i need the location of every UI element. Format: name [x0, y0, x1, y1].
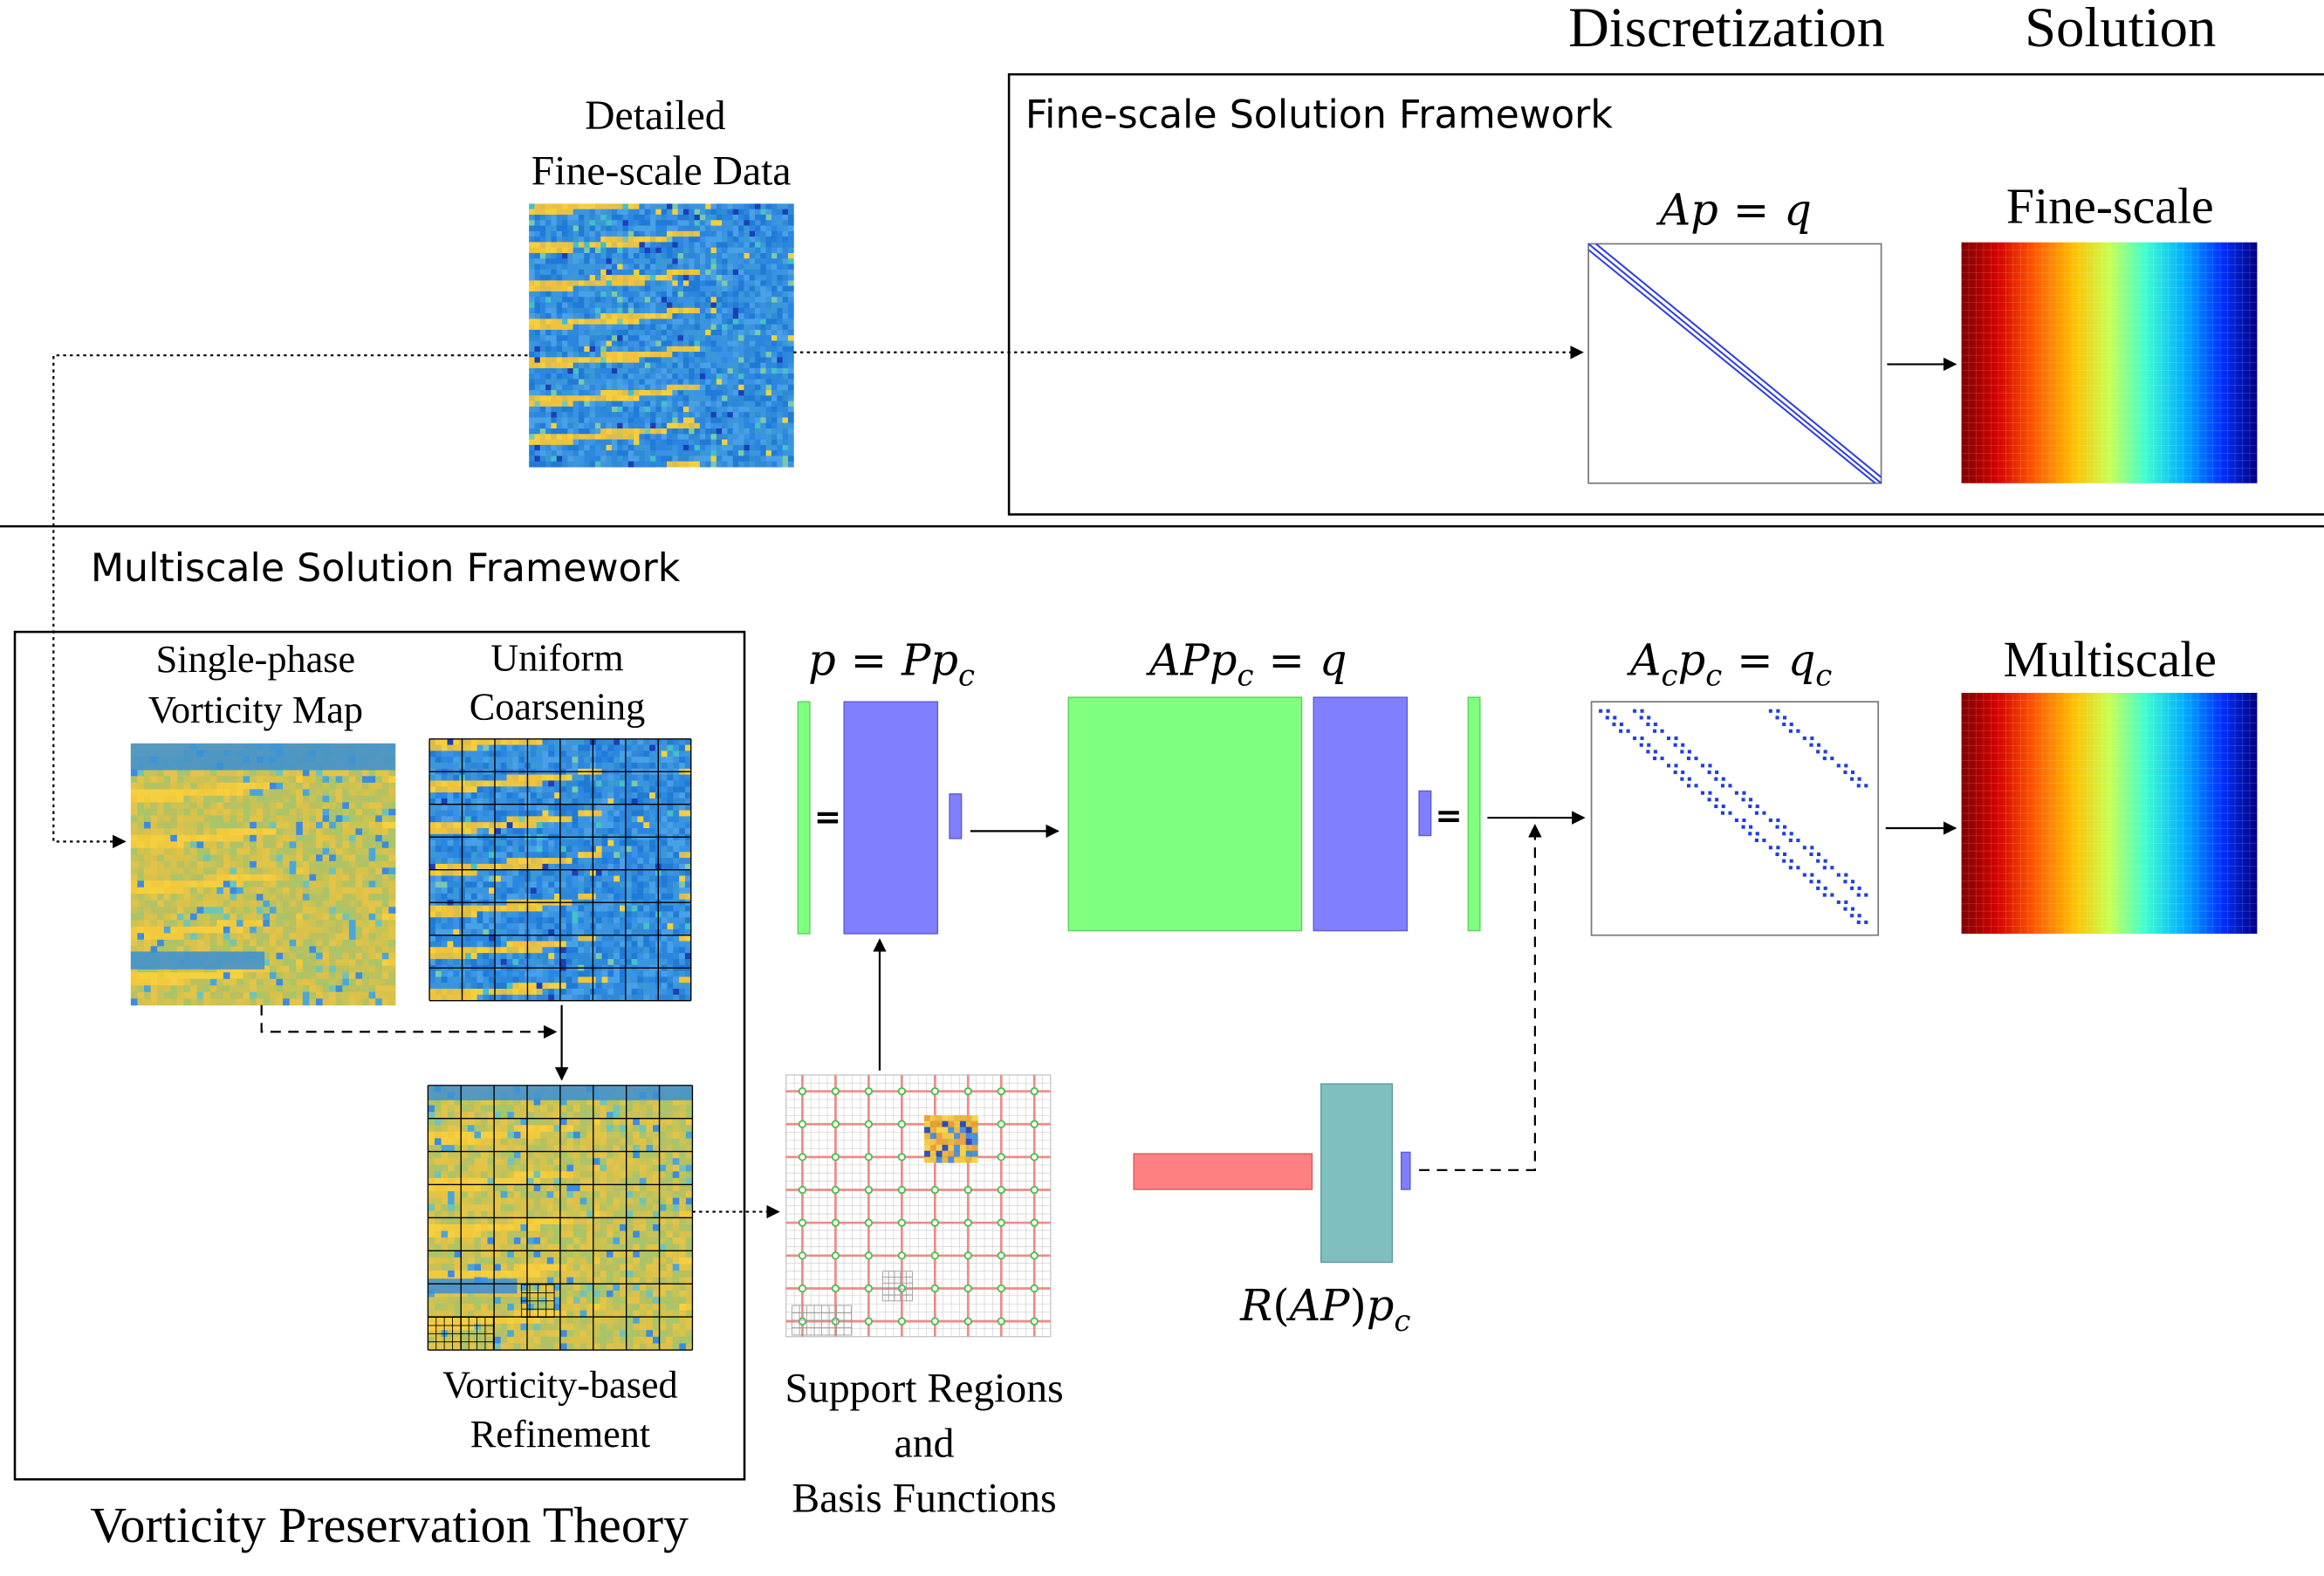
vector-pc-3	[1400, 1151, 1411, 1190]
equation-prolongation: p = Ppc	[808, 634, 975, 693]
matrix-P-2	[1313, 696, 1409, 932]
fine-data-title-line1: Detailed	[585, 93, 726, 139]
refinement-label-line1: Vorticity-based	[442, 1364, 678, 1407]
equals-sign-2: =	[1435, 796, 1462, 834]
restriction-matrix-R	[1133, 1153, 1313, 1190]
vorticity-preservation-box	[13, 630, 746, 1481]
vector-pc-2	[1418, 790, 1432, 837]
header-discretization: Discretization	[1568, 0, 1885, 58]
support-regions-image	[785, 1074, 1052, 1338]
coarsening-label-line2: Coarsening	[470, 686, 646, 729]
fine-solution-grid	[1961, 242, 2258, 483]
multiscale-solution-label: Multiscale	[2004, 631, 2217, 688]
fine-scale-framework-title: Fine-scale Solution Framework	[1025, 93, 1614, 138]
fine-equation: Ap = q	[1656, 184, 1812, 235]
multiscale-solution-grid	[1961, 692, 2258, 934]
multiscale-framework-title: Multiscale Solution Framework	[91, 546, 681, 591]
prolongation-matrix-P	[843, 701, 939, 935]
vorticity-refinement-image	[427, 1085, 694, 1351]
fine-data-title-line2: Fine-scale Data	[531, 148, 792, 194]
vector-p	[797, 701, 811, 935]
support-label-line2: and	[895, 1422, 955, 1467]
equation-coarse: Acpc = qc	[1627, 634, 1832, 693]
equation-restriction: R(AP)pc	[1239, 1280, 1410, 1339]
arrow-restriction-to-coarse	[1419, 824, 1542, 1171]
vorticity-map-image	[130, 743, 396, 1006]
header-solution: Solution	[2025, 0, 2216, 58]
vector-q	[1467, 696, 1481, 932]
fine-solution-label: Fine-scale	[2006, 178, 2214, 235]
fine-scale-framework-box	[1007, 72, 2324, 516]
support-label-line1: Support Regions	[785, 1367, 1063, 1412]
vorticity-map-label-line2: Vorticity Map	[148, 689, 363, 731]
multiscale-solution-colormap	[1961, 692, 2258, 934]
fine-matrix-diagonal	[1587, 243, 1882, 484]
vector-pc-1	[949, 793, 963, 839]
equals-sign-1: =	[814, 798, 841, 836]
arrow-vorticity-to-coarsening	[260, 1004, 558, 1039]
matrix-A	[1067, 696, 1303, 932]
support-label-line3: Basis Functions	[792, 1477, 1056, 1522]
coarse-matrix-sparsity	[1599, 709, 1868, 924]
product-AP	[1320, 1083, 1394, 1264]
fine-scale-data-image	[529, 203, 794, 468]
vorticity-map-label-line1: Single-phase	[156, 638, 356, 681]
vorticity-preservation-label: Vorticity Preservation Theory	[90, 1497, 689, 1553]
uniform-coarsening-image	[428, 738, 692, 1002]
coarsening-label-line1: Uniform	[490, 636, 623, 679]
refinement-label-line2: Refinement	[470, 1413, 651, 1456]
equation-system: APpc = q	[1146, 634, 1347, 693]
fine-solution-colormap	[1961, 242, 2258, 483]
